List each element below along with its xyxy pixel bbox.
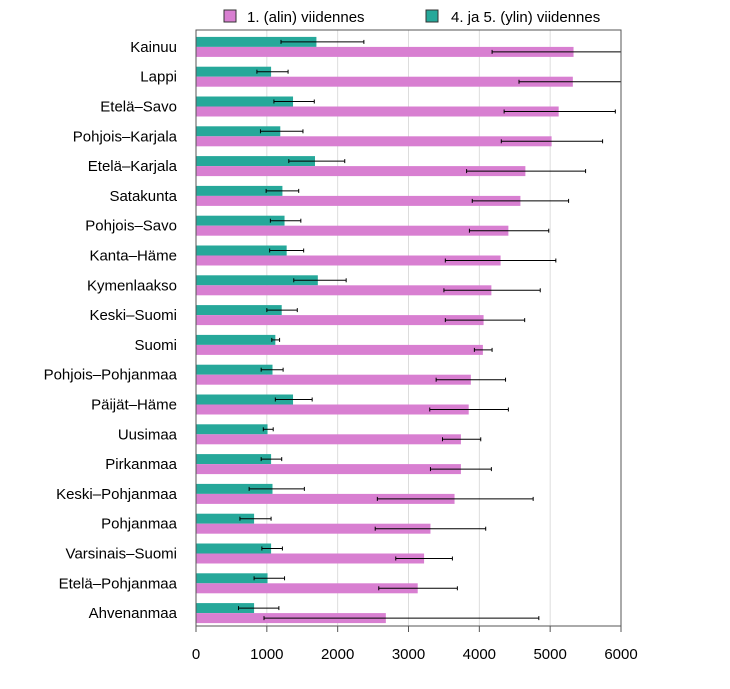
bar-ylin-viidennes	[196, 96, 294, 107]
bar-alin-viidennes	[196, 106, 559, 117]
category-label: Keski–Suomi	[89, 307, 177, 324]
bar-alin-viidennes	[196, 434, 461, 445]
category-label: Lappi	[140, 69, 177, 86]
bar-ylin-viidennes	[196, 573, 268, 584]
category-label: Uusimaa	[118, 426, 178, 443]
category-label: Pohjois–Pohjanmaa	[44, 367, 178, 384]
category-label: Kymenlaakso	[87, 277, 177, 294]
bar-ylin-viidennes	[196, 454, 272, 465]
x-axis: 0 1000 2000 3000 4000 5000 6000	[192, 626, 638, 663]
category-label: Suomi	[134, 337, 177, 354]
x-tick-label: 3000	[392, 646, 425, 663]
category-labels: Kainuu Lappi Etelä–Savo Pohjois–Karjala Etel…	[44, 39, 178, 622]
category-label: Pirkanmaa	[105, 456, 177, 473]
gridlines	[266, 30, 551, 626]
bar-alin-viidennes	[196, 166, 526, 177]
bars	[196, 36, 574, 624]
legend-swatch-alin	[223, 9, 237, 23]
bar-ylin-viidennes	[196, 364, 273, 375]
bar-ylin-viidennes	[196, 483, 273, 494]
legend-swatch-ylin	[425, 9, 439, 23]
bar-ylin-viidennes	[196, 126, 281, 137]
category-label: Etelä–Pohjanmaa	[59, 575, 178, 592]
category-label: Kanta–Häme	[89, 248, 177, 265]
x-tick-label: 1000	[250, 646, 283, 663]
bar-alin-viidennes	[196, 136, 552, 147]
bar-alin-viidennes	[196, 315, 484, 326]
x-tick-label: 5000	[533, 646, 566, 663]
category-label: Pohjanmaa	[101, 516, 178, 533]
category-label: Etelä–Savo	[100, 99, 177, 116]
x-tick-label: 4000	[463, 646, 496, 663]
bar-alin-viidennes	[196, 374, 471, 385]
bar-alin-viidennes	[196, 225, 509, 236]
category-label: Kainuu	[130, 39, 177, 56]
bar-alin-viidennes	[196, 583, 418, 594]
bar-alin-viidennes	[196, 404, 469, 415]
x-tick-label: 0	[192, 646, 200, 663]
category-label: Ahvenanmaa	[89, 605, 178, 622]
bar-ylin-viidennes	[196, 245, 287, 256]
bar-ylin-viidennes	[196, 66, 272, 77]
bar-ylin-viidennes	[196, 215, 285, 226]
category-label: Varsinais–Suomi	[66, 546, 177, 563]
bar-alin-viidennes	[196, 255, 501, 266]
x-tick-label: 6000	[604, 646, 637, 663]
bar-alin-viidennes	[196, 46, 574, 57]
category-label: Etelä–Karjala	[88, 158, 178, 175]
legend-label-ylin: 4. ja 5. (ylin) viidennes	[451, 9, 600, 26]
bar-ylin-viidennes	[196, 305, 282, 316]
bar-ylin-viidennes	[196, 424, 268, 435]
category-label: Päijät–Häme	[91, 397, 177, 414]
bar-ylin-viidennes	[196, 36, 317, 47]
bar-ylin-viidennes	[196, 394, 294, 405]
bar-alin-viidennes	[196, 523, 431, 534]
bar-alin-viidennes	[196, 76, 573, 87]
bar-ylin-viidennes	[196, 513, 255, 524]
bar-alin-viidennes	[196, 464, 461, 475]
bar-alin-viidennes	[196, 344, 483, 355]
bar-alin-viidennes	[196, 195, 521, 206]
legend-label-alin: 1. (alin) viidennes	[247, 9, 365, 26]
bar-ylin-viidennes	[196, 334, 276, 345]
bar-alin-viidennes	[196, 553, 425, 564]
bar-ylin-viidennes	[196, 603, 255, 614]
category-label: Pohjois–Savo	[85, 218, 177, 235]
bar-alin-viidennes	[196, 493, 455, 504]
x-tick-label: 2000	[321, 646, 354, 663]
category-label: Pohjois–Karjala	[73, 128, 178, 145]
bar-ylin-viidennes	[196, 543, 272, 554]
bar-ylin-viidennes	[196, 275, 318, 286]
bar-ylin-viidennes	[196, 185, 283, 196]
bar-ylin-viidennes	[196, 156, 315, 167]
legend: 1. (alin) viidennes 4. ja 5. (ylin) viide…	[223, 9, 600, 26]
bar-alin-viidennes	[196, 285, 492, 296]
error-bars	[238, 39, 622, 621]
category-label: Keski–Pohjanmaa	[56, 486, 178, 503]
category-label: Satakunta	[109, 188, 177, 205]
